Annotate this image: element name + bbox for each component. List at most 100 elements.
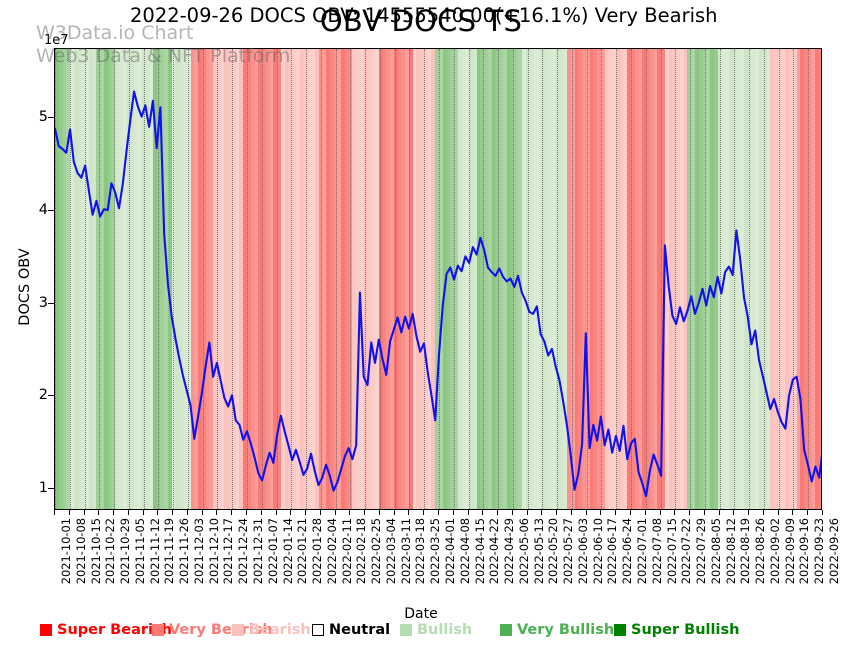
x-tick-mark bbox=[186, 510, 188, 515]
legend-item-super-bullish[interactable]: Super Bullish bbox=[614, 619, 739, 641]
regime-band-segment bbox=[499, 49, 503, 509]
legend-item-super-bearish[interactable]: Super Bearish bbox=[40, 619, 172, 641]
regime-band-segment bbox=[103, 49, 108, 509]
regime-band-segment bbox=[597, 49, 601, 509]
regime-band-segment bbox=[198, 49, 202, 509]
legend-item-bullish[interactable]: Bullish bbox=[400, 619, 472, 641]
legend-item-very-bullish[interactable]: Very Bullish bbox=[500, 619, 614, 641]
regime-band-segment bbox=[111, 49, 116, 509]
regime-band-segment bbox=[88, 49, 93, 509]
regime-band-segment bbox=[77, 49, 82, 509]
x-tick-mark bbox=[290, 510, 292, 515]
regime-band-segment bbox=[457, 49, 462, 509]
regime-band-segment bbox=[435, 49, 439, 509]
regime-band-segment bbox=[92, 49, 97, 509]
x-tick-mark bbox=[585, 510, 587, 515]
legend-label: Very Bearish bbox=[169, 622, 273, 638]
regime-band-segment bbox=[179, 49, 183, 509]
x-tick-label: 2021-10-29 bbox=[118, 518, 133, 585]
regime-band-segment bbox=[567, 49, 571, 509]
regime-band-segment bbox=[307, 49, 311, 509]
regime-band-segment bbox=[314, 49, 319, 509]
regime-band-segment bbox=[405, 49, 409, 509]
regime-band-segment bbox=[766, 49, 771, 509]
regime-band-segment bbox=[344, 49, 349, 509]
legend-item-bearish[interactable]: Bearish bbox=[232, 619, 311, 641]
x-tick-mark bbox=[393, 510, 395, 515]
regime-band-segment bbox=[81, 49, 86, 509]
regime-band-segment bbox=[322, 49, 327, 509]
regime-band-segment bbox=[574, 49, 579, 509]
regime-band-segment bbox=[201, 49, 206, 509]
x-tick-label: 2022-05-27 bbox=[561, 518, 576, 585]
x-tick-label: 2021-12-31 bbox=[251, 518, 265, 585]
legend-item-very-bearish[interactable]: Very Bearish bbox=[152, 619, 273, 641]
x-tick-label: 2022-02-04 bbox=[324, 518, 339, 585]
regime-band-segment bbox=[167, 49, 172, 509]
y-tick-mark bbox=[48, 302, 54, 304]
regime-band-segment bbox=[695, 49, 699, 509]
regime-band-segment bbox=[397, 49, 402, 509]
regime-band-segment bbox=[472, 49, 477, 509]
regime-band-segment bbox=[627, 49, 631, 509]
legend-label: Super Bearish bbox=[57, 622, 172, 638]
regime-band-segment bbox=[551, 49, 556, 509]
x-tick-label: 2022-02-18 bbox=[354, 518, 369, 585]
y-tick-mark bbox=[48, 117, 54, 119]
regime-band-segment bbox=[615, 49, 620, 509]
regime-band-segment bbox=[390, 49, 394, 509]
annotation-text: 2022-09-26 DOCS OBV: 14555540.00(+16.1%)… bbox=[130, 4, 718, 27]
regime-band-segment bbox=[284, 49, 289, 509]
regime-band-segment bbox=[533, 49, 537, 509]
legend-item-neutral[interactable]: Neutral bbox=[312, 619, 390, 641]
legend-label: Neutral bbox=[329, 622, 391, 638]
x-tick-label: 2022-04-22 bbox=[487, 518, 502, 585]
regime-band-segment bbox=[228, 49, 232, 509]
regime-band-segment bbox=[423, 49, 428, 509]
regime-band-segment bbox=[273, 49, 278, 509]
x-tick-mark bbox=[201, 510, 203, 515]
regime-band-segment bbox=[247, 49, 251, 509]
x-tick-label: 2022-07-15 bbox=[664, 518, 679, 585]
x-tick-mark bbox=[615, 510, 617, 515]
x-tick-label: 2022-06-24 bbox=[620, 518, 635, 585]
regime-band-segment bbox=[461, 49, 466, 509]
regime-band-segment bbox=[484, 49, 488, 509]
x-tick-label: 2021-11-12 bbox=[147, 518, 162, 585]
regime-band-segment bbox=[333, 49, 338, 509]
legend-label: Bearish bbox=[249, 622, 311, 638]
regime-band-segment bbox=[525, 49, 530, 509]
regime-band-segment bbox=[710, 49, 714, 509]
regime-band-segment bbox=[311, 49, 315, 509]
regime-band-segment bbox=[280, 49, 285, 509]
regime-band-segment bbox=[152, 49, 157, 509]
x-tick-label: 2022-03-18 bbox=[413, 518, 428, 585]
regime-band-segment bbox=[183, 49, 187, 509]
legend-swatch-icon bbox=[40, 624, 52, 636]
regime-band-segment bbox=[149, 49, 153, 509]
regime-band-segment bbox=[299, 49, 304, 509]
regime-band-segment bbox=[736, 49, 741, 509]
regime-band-segment bbox=[612, 49, 616, 509]
regime-band-segment bbox=[495, 49, 500, 509]
regime-band-segment bbox=[751, 49, 756, 509]
regime-band-segment bbox=[134, 49, 138, 509]
regime-band-segment bbox=[137, 49, 142, 509]
regime-band-segment bbox=[277, 49, 281, 509]
regime-band-segment bbox=[254, 49, 259, 509]
regime-band-segment bbox=[130, 49, 135, 509]
regime-band-segment bbox=[265, 49, 270, 509]
x-tick-mark bbox=[438, 510, 439, 515]
regime-band-segment bbox=[691, 49, 695, 509]
x-tick-mark bbox=[364, 510, 366, 515]
regime-band-segment bbox=[642, 49, 647, 509]
regime-band-segment bbox=[619, 49, 624, 509]
regime-band-segment bbox=[743, 49, 748, 509]
x-tick-label: 2022-08-12 bbox=[723, 518, 738, 585]
x-tick-mark bbox=[482, 510, 484, 515]
regime-band-segment bbox=[262, 49, 266, 509]
legend-label: Super Bullish bbox=[631, 622, 740, 638]
x-tick-label: 2022-08-19 bbox=[738, 518, 753, 585]
regime-band-segment bbox=[194, 49, 199, 509]
